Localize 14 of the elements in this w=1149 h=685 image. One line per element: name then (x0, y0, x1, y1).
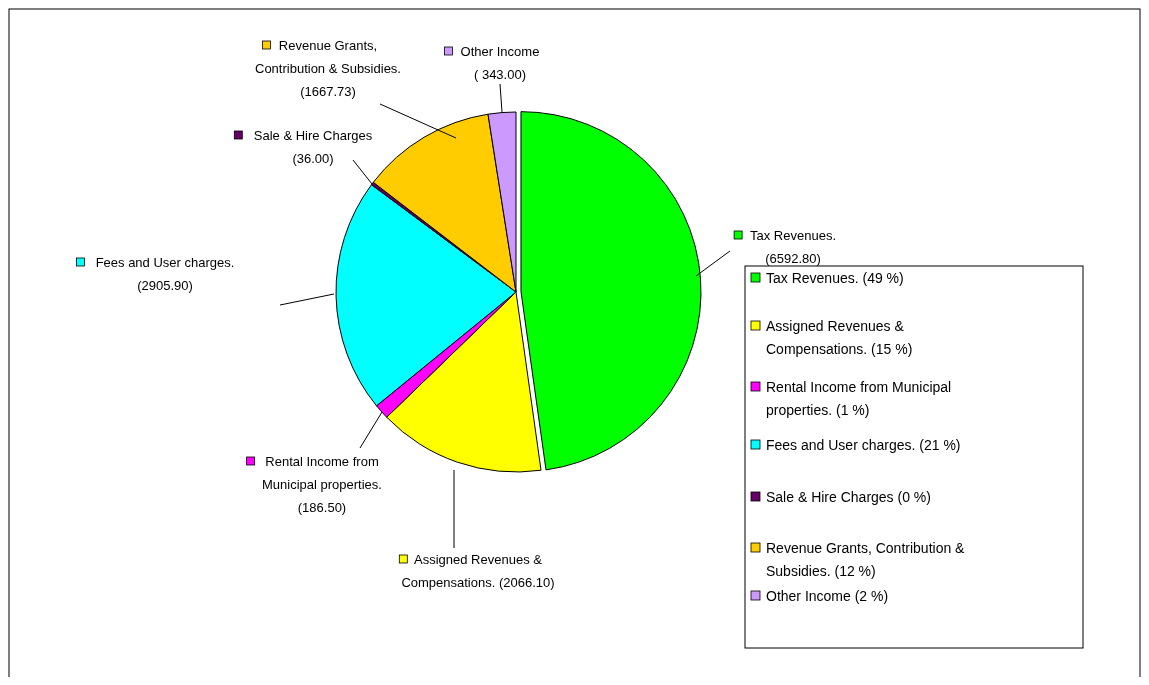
legend-label: Revenue Grants, Contribution & Subsidies. (12 %) (766, 540, 966, 579)
legend-label: Rental Income from Municipal properties. (1 %) (766, 379, 952, 418)
legend-label: Sale & Hire Charges (0 %) (766, 489, 931, 505)
data-label: Other Income ( 343.00) (460, 44, 540, 82)
legend-label: Tax Revenues. (49 %) (766, 270, 904, 286)
data-label: Fees and User charges. (2905.90) (95, 255, 235, 293)
data-label: Tax Revenues. (6592.80) (750, 228, 836, 266)
legend-label: Other Income (2 %) (766, 588, 889, 604)
data-label: Assigned Revenues & Compensations. (2066.10) (401, 552, 555, 590)
data-label: Rental Income from Municipal properties. (186.50) (262, 454, 382, 515)
data-label: Sale & Hire Charges (36.00) (253, 128, 373, 166)
legend-label: Fees and User charges. (21 %) (766, 437, 961, 453)
legend-label: Assigned Revenues & Compensations. (15 %) (766, 318, 913, 357)
data-label: Revenue Grants, Contribution & Subsidies. (1667.73) (255, 38, 401, 99)
